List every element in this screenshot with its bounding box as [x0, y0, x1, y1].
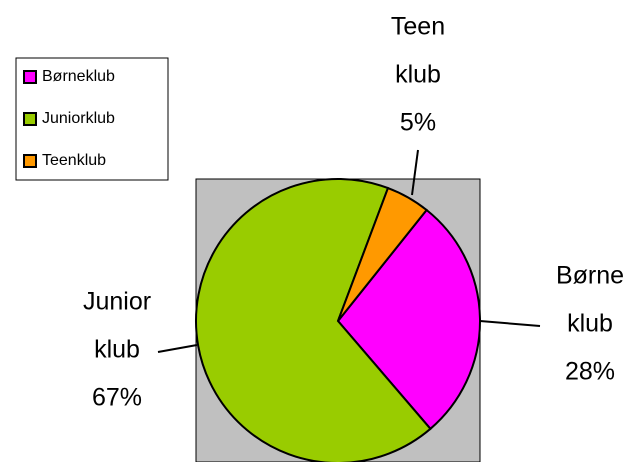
leader-line	[157, 344, 198, 353]
pie-slice	[336, 208, 481, 431]
data-label-name: Børne	[556, 262, 624, 290]
legend-label: Juniorklub	[42, 110, 115, 127]
pie-slice	[195, 178, 432, 462]
data-label: 5%	[400, 109, 436, 137]
data-label-name: klub	[94, 336, 140, 364]
legend-swatch	[23, 112, 37, 126]
leader-line	[411, 149, 419, 196]
data-label-name: Teen	[391, 13, 445, 41]
data-label-name: klub	[395, 61, 441, 89]
data-label: 67%	[92, 384, 142, 412]
pie-slice	[337, 186, 428, 322]
leader-line	[479, 320, 541, 327]
legend-label: Børneklub	[42, 68, 115, 85]
legend-label: Teenklub	[42, 152, 106, 169]
data-label-name: klub	[567, 310, 613, 338]
data-label: 28%	[565, 358, 615, 386]
data-label-name: Junior	[83, 288, 151, 316]
legend-box	[15, 57, 169, 181]
legend-swatch	[23, 154, 37, 168]
legend-swatch	[23, 70, 37, 84]
